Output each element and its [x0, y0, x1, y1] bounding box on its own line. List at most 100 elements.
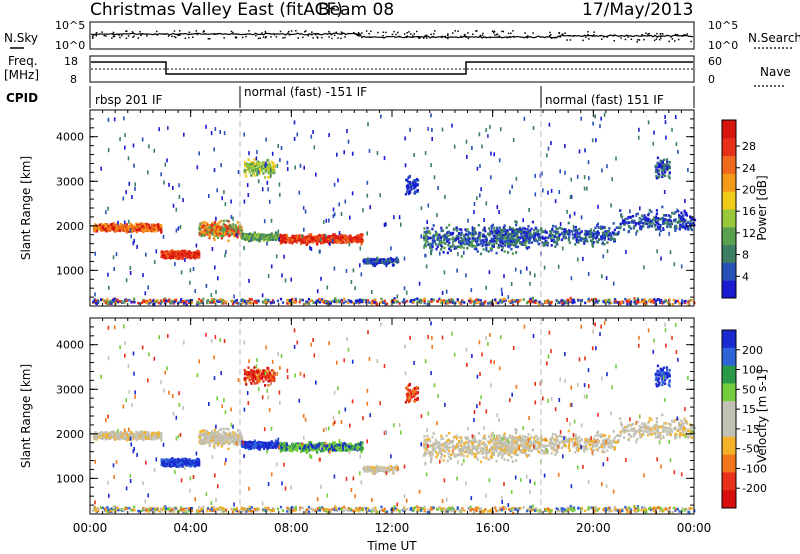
power-cell [139, 229, 142, 232]
power-cell [446, 251, 449, 255]
power-cell [556, 243, 559, 246]
power-cell [272, 161, 275, 165]
power-cell [528, 246, 531, 249]
power-cell [109, 223, 113, 226]
nsearch-point [103, 34, 106, 37]
power-cell [500, 240, 503, 243]
power-cell [161, 253, 165, 256]
nsearch-point [506, 36, 509, 39]
power-cell [529, 271, 531, 276]
power-cell [336, 241, 340, 244]
nsearch-point [264, 30, 267, 33]
power-cell [262, 172, 265, 175]
power-cell [618, 226, 621, 230]
power-cell [374, 258, 377, 261]
power-cell [328, 218, 330, 223]
power-cell [125, 278, 128, 283]
power-cell [432, 234, 435, 237]
power-cell [367, 257, 370, 260]
power-cell [502, 236, 505, 240]
nsearch-point [550, 33, 552, 36]
power-cell [367, 299, 370, 302]
nsearch-point [408, 31, 410, 33]
power-cell [247, 163, 251, 166]
power-cell [234, 230, 237, 233]
power-cell [133, 300, 136, 304]
nsearch-point [561, 33, 564, 35]
power-cell [254, 234, 257, 237]
power-cell [589, 232, 592, 235]
nsearch-point [357, 32, 360, 34]
power-cell [208, 224, 211, 227]
power-cell [200, 234, 203, 238]
power-cell [203, 229, 206, 232]
power-cell [584, 229, 587, 233]
power-cell [484, 229, 487, 233]
power-cell [111, 226, 114, 229]
power-cell [177, 226, 180, 231]
power-cell [223, 131, 226, 136]
power-cell [509, 301, 512, 305]
power-cell [606, 241, 609, 244]
nsearch-point [177, 34, 179, 37]
power-cell [592, 232, 595, 236]
power-cell [578, 227, 581, 231]
power-cell [638, 127, 640, 132]
power-cell [257, 170, 260, 175]
power-cell [414, 182, 417, 185]
power-cell [580, 116, 582, 121]
power-cell [688, 299, 691, 302]
power-cell [98, 227, 101, 231]
power-cell [267, 171, 270, 175]
power-cell [657, 172, 660, 175]
power-cell [460, 300, 463, 304]
power-cell [568, 299, 572, 303]
nsearch-point [184, 37, 187, 39]
power-cell [213, 222, 216, 226]
power-cell [558, 301, 561, 304]
nsearch-point [330, 33, 332, 36]
power-cell [271, 238, 275, 241]
power-cell [310, 134, 313, 139]
power-cell [125, 299, 128, 303]
power-cell [403, 286, 406, 291]
nsearch-point [406, 32, 408, 34]
power-cell [108, 226, 111, 230]
power-cell [656, 249, 658, 254]
power-cell [549, 230, 552, 233]
power-cell [264, 166, 267, 170]
power-cell [169, 301, 172, 305]
power-cell [474, 231, 477, 235]
nsearch-point [568, 35, 570, 37]
power-cell [546, 240, 548, 245]
power-cell [473, 300, 476, 304]
power-cell [670, 220, 673, 223]
power-cell [177, 252, 180, 256]
power-cell [508, 300, 511, 303]
power-cell [182, 252, 185, 256]
power-cell [651, 299, 654, 302]
power-cell [347, 139, 350, 144]
power-cell [629, 209, 631, 214]
power-cell [642, 300, 645, 304]
power-cell [656, 162, 659, 165]
power-cell [113, 267, 115, 271]
power-cell [398, 215, 401, 220]
power-cell [245, 175, 248, 178]
power-cell [492, 245, 495, 248]
power-cell [233, 234, 236, 238]
power-cell [531, 220, 534, 224]
power-cell [251, 234, 254, 237]
power-cell [127, 228, 130, 231]
nsearch-point [139, 31, 141, 33]
power-cell [661, 205, 664, 209]
power-cell [262, 163, 265, 166]
power-cell [302, 205, 305, 210]
power-cell [365, 299, 368, 302]
power-cell [509, 241, 512, 245]
power-cell [646, 222, 649, 226]
power-cell [353, 240, 356, 243]
power-cell [661, 171, 664, 175]
power-cell [656, 156, 659, 160]
